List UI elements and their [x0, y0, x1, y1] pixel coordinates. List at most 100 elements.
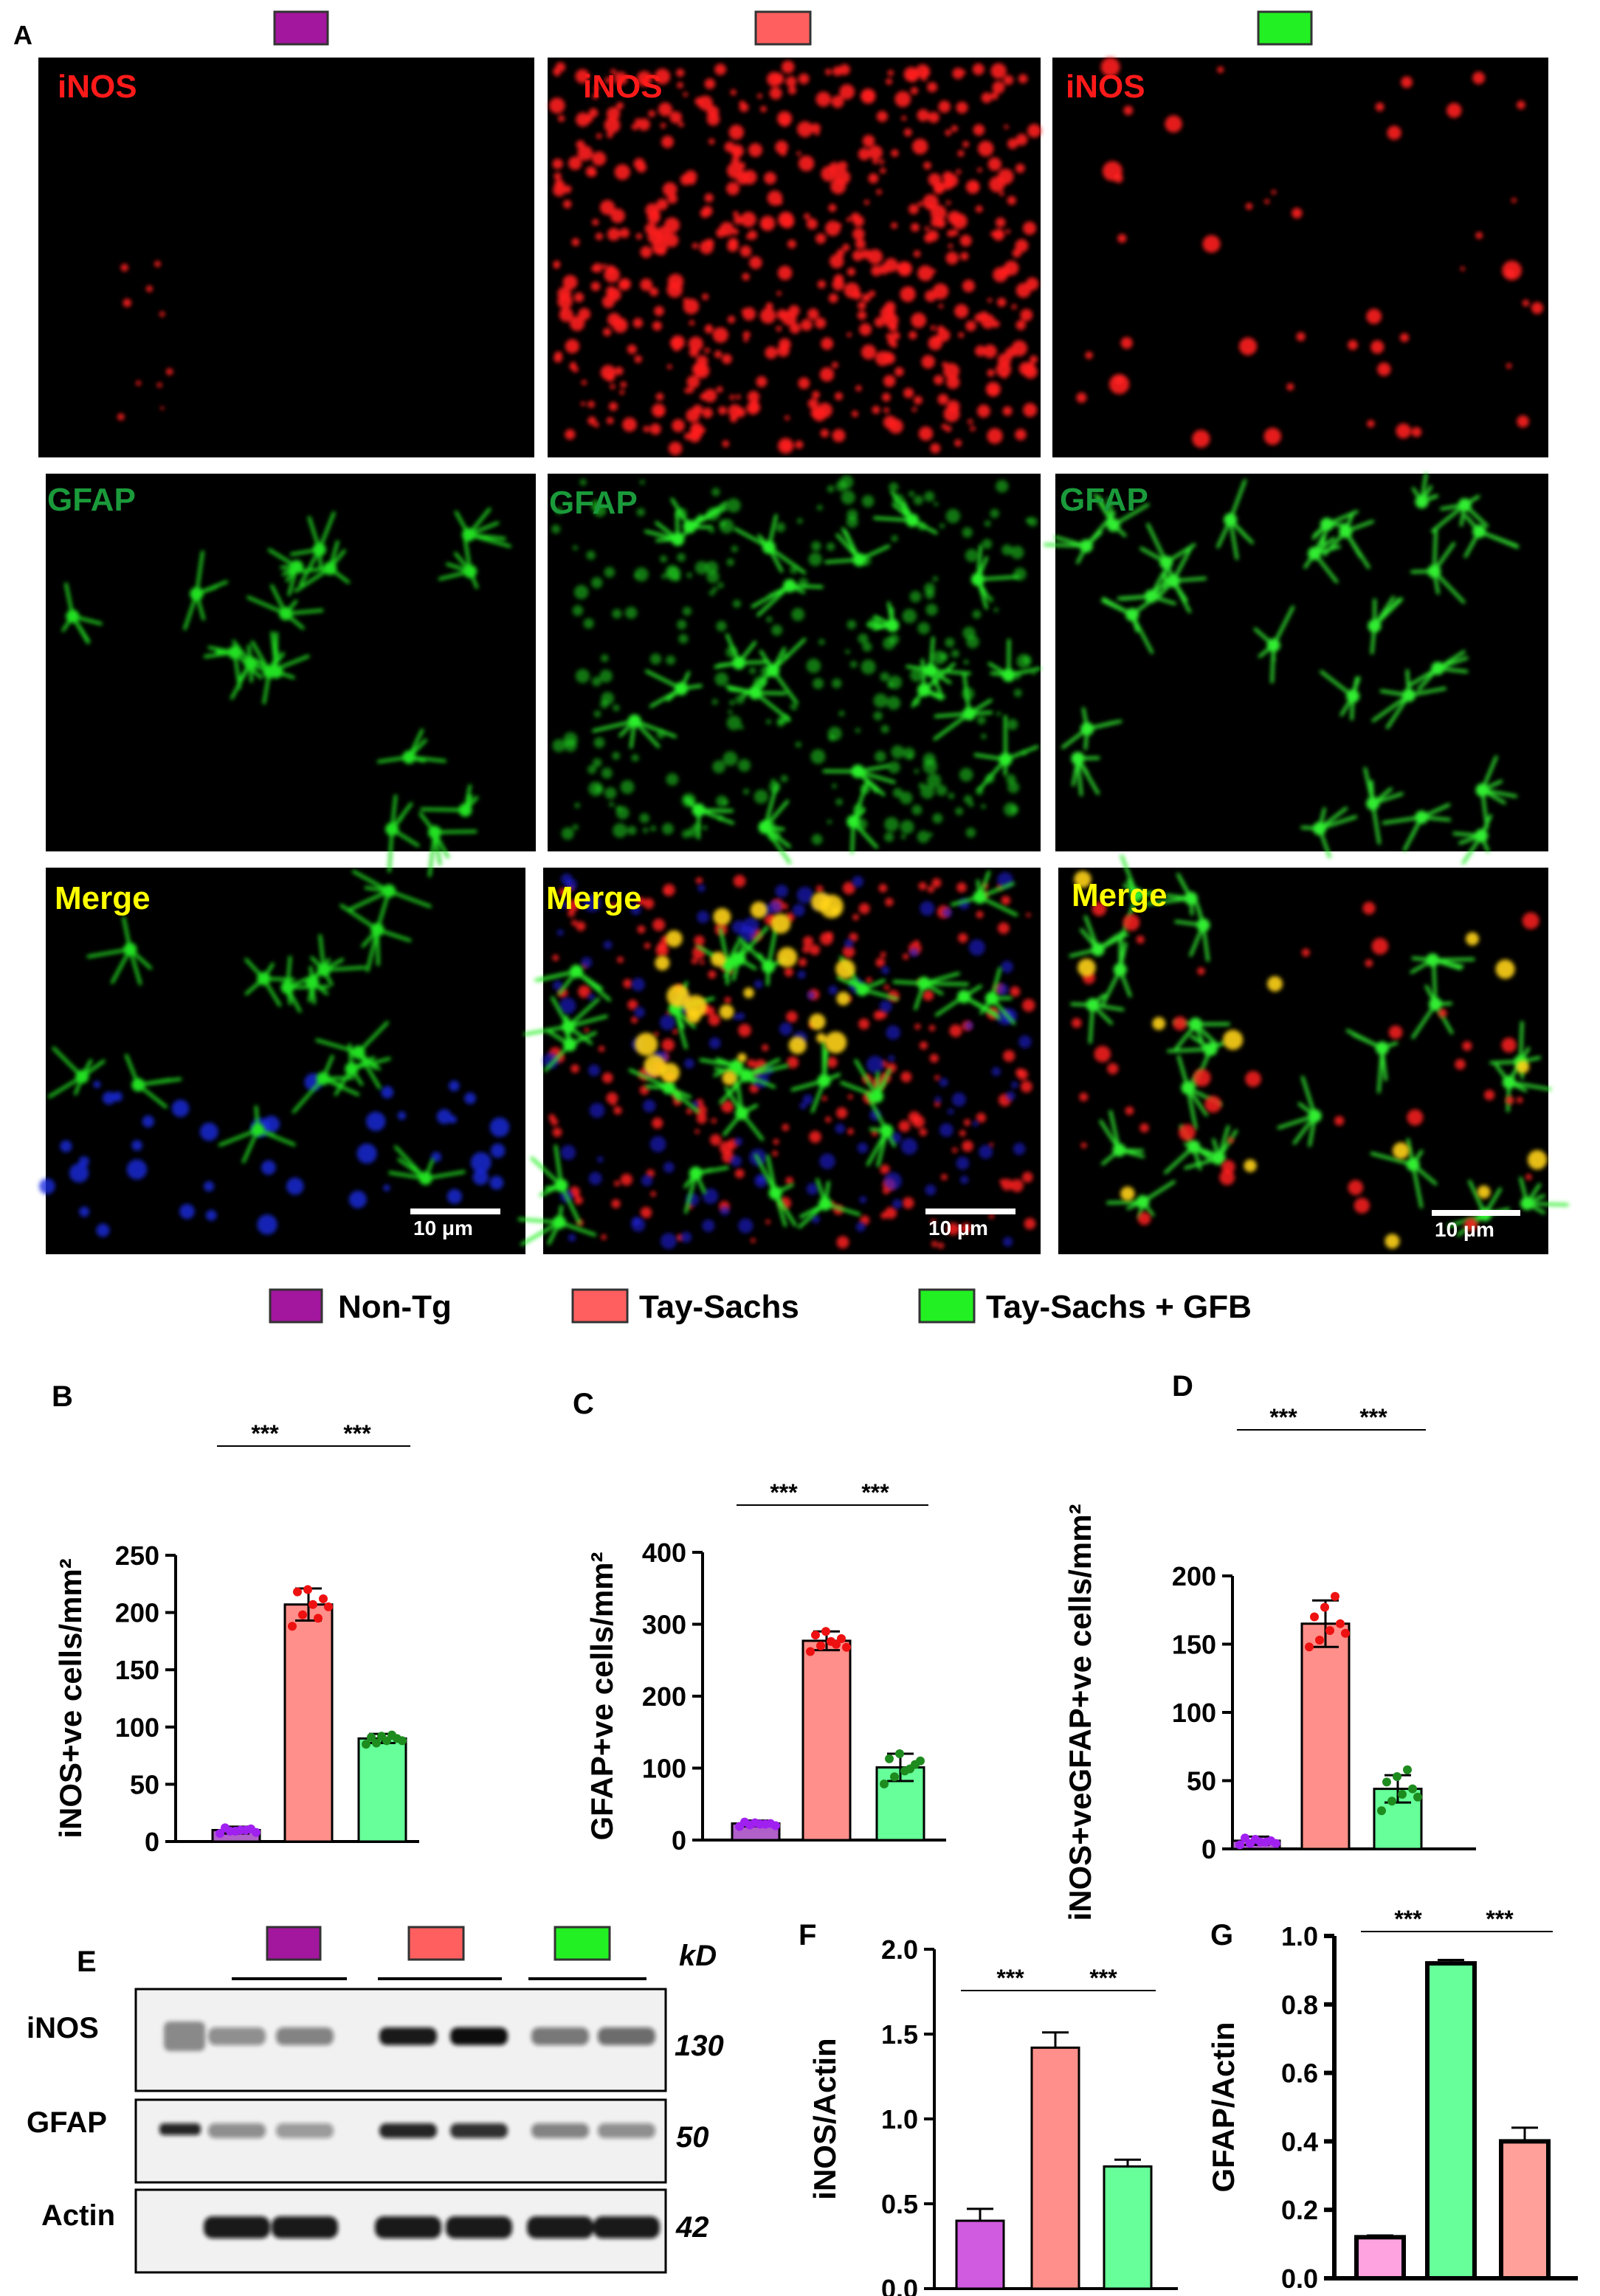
fluorescence-speck	[639, 480, 645, 485]
astrocyte-soma	[1401, 688, 1415, 702]
fluorescence-speck	[756, 376, 768, 387]
fluorescence-speck	[855, 238, 866, 249]
fluorescence-speck	[691, 958, 698, 964]
fluorescence-speck	[782, 441, 791, 451]
fluorescence-speck	[956, 169, 962, 175]
fluorescence-speck	[654, 68, 671, 85]
astrocyte-soma	[671, 532, 685, 546]
fluorescence-speck	[572, 605, 584, 616]
astrocyte-soma	[1366, 797, 1380, 811]
fluorescence-speck	[567, 899, 579, 912]
fluorescence-speck	[1020, 1080, 1032, 1093]
chart-b: 0 50 100 150 200 250 iNOS+ve cells/mm² *** ***	[53, 1420, 419, 1857]
fluorescence-speck	[800, 319, 813, 331]
fluorescence-speck	[849, 660, 858, 668]
significance-stars: ***	[1359, 1404, 1387, 1431]
y-tick-label: 50	[130, 1769, 159, 1799]
fluorescence-speck	[1072, 1017, 1082, 1028]
fluorescence-speck	[1334, 1116, 1345, 1126]
data-point	[372, 1738, 381, 1748]
fluorescence-speck	[1522, 300, 1530, 307]
astrocyte-process	[737, 926, 769, 961]
astrocyte-soma	[1196, 918, 1210, 932]
astrocyte-soma	[316, 1071, 330, 1085]
fluorescence-speck	[638, 118, 650, 131]
micrograph-merge-gfb	[1058, 868, 1548, 1254]
fluorescence-speck	[836, 1236, 849, 1249]
row-label-merge-3: Merge	[1072, 877, 1168, 913]
astrocyte-soma	[851, 764, 865, 778]
fluorescence-speck	[825, 1116, 832, 1123]
fluorescence-speck	[734, 1169, 745, 1178]
fluorescence-speck	[807, 991, 815, 1000]
fluorescence-speck	[832, 783, 837, 789]
bar-tay-sachs	[1300, 1622, 1351, 1850]
fluorescence-speck	[846, 620, 857, 629]
fluorescence-speck	[929, 1054, 939, 1063]
fluorescence-speck	[601, 295, 615, 308]
fluorescence-speck	[708, 138, 715, 145]
astrocyte-process	[1186, 1086, 1198, 1130]
fluorescence-speck	[1505, 1096, 1514, 1105]
fluorescence-speck	[958, 933, 968, 943]
fluorescence-speck	[1005, 229, 1010, 235]
fluorescence-speck	[911, 312, 927, 328]
fluorescence-speck	[631, 1016, 638, 1023]
fluorescence-speck	[835, 798, 843, 806]
fluorescence-speck	[858, 633, 869, 644]
fluorescence-speck	[1139, 1123, 1149, 1133]
fluorescence-speck	[156, 382, 162, 388]
fluorescence-speck	[557, 294, 573, 309]
astrocyte-process	[756, 584, 792, 617]
fluorescence-speck	[604, 567, 615, 578]
y-tick-label: 0.8	[1281, 1990, 1318, 2020]
fluorescence-speck	[708, 589, 715, 596]
fluorescence-speck	[806, 1183, 818, 1195]
fluorescence-speck	[726, 715, 742, 730]
astrocyte-process	[1507, 1080, 1551, 1091]
fluorescence-speck	[910, 86, 919, 95]
fluorescence-speck	[726, 181, 740, 196]
fluorescence-speck	[965, 549, 979, 562]
fluorescence-speck	[568, 156, 582, 170]
fluorescence-speck	[963, 659, 969, 665]
astrocyte-process	[387, 889, 432, 908]
blot-label-gfap: GFAP	[27, 2106, 107, 2139]
y-axis-label: iNOS+ve cells/mm²	[53, 1558, 88, 1838]
row-label-merge-1: Merge	[55, 880, 151, 916]
fluorescence-speck	[874, 317, 885, 328]
astrocyte-soma	[917, 683, 931, 697]
y-tick-label: 0	[145, 1827, 159, 1857]
fluorescence-speck	[887, 69, 894, 76]
fluorescence-speck	[855, 385, 862, 392]
fluorescence-speck	[945, 508, 961, 524]
data-point	[837, 1634, 846, 1643]
fluorescence-speck	[777, 947, 798, 968]
fluorescence-speck	[765, 1219, 770, 1225]
fluorescence-speck	[770, 913, 791, 934]
fluorescence-speck	[1011, 1081, 1018, 1089]
astrocyte-process	[86, 947, 132, 958]
astrocyte-process	[559, 1183, 582, 1225]
fluorescence-speck	[559, 997, 576, 1014]
fluorescence-speck	[686, 1107, 693, 1115]
fluorescence-speck	[678, 122, 684, 128]
fluorescence-speck	[592, 93, 599, 100]
fluorescence-speck	[890, 341, 897, 348]
fluorescence-speck	[917, 622, 930, 634]
fluorescence-speck	[813, 407, 827, 422]
astrocyte-process	[315, 1038, 360, 1054]
fluorescence-speck	[640, 246, 652, 258]
fluorescence-speck	[1123, 106, 1134, 116]
significance-stars: ***	[1394, 1906, 1422, 1932]
data-point	[906, 1764, 914, 1774]
fluorescence-speck	[889, 482, 899, 492]
data-point	[751, 1818, 759, 1828]
fluorescence-speck	[883, 637, 896, 650]
fluorescence-speck	[926, 773, 942, 788]
astrocyte-soma	[563, 1037, 577, 1051]
fluorescence-speck	[754, 980, 763, 989]
fluorescence-speck	[78, 1156, 90, 1167]
fluorescence-speck	[714, 672, 729, 686]
fluorescence-speck	[956, 1156, 970, 1170]
